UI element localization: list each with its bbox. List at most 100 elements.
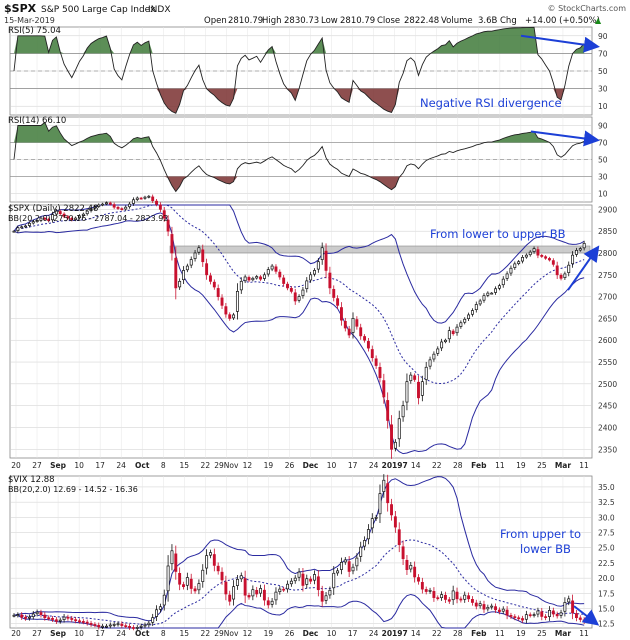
spx-candle-body	[536, 249, 540, 256]
spx-candle-body	[178, 280, 182, 288]
spx-candle-body	[128, 203, 132, 208]
spx-y-tick-label: 2450	[598, 402, 617, 411]
spx-candle-body	[89, 208, 93, 212]
vix-candle-body	[563, 602, 567, 612]
spx-candle-body	[521, 256, 524, 262]
spx-candle-body	[316, 261, 320, 270]
vix-x-x-tick-label: 22	[201, 629, 211, 638]
spx-y-tick-label: 2350	[598, 445, 617, 454]
spx-candle-body	[12, 230, 16, 233]
vix-candle-body	[286, 583, 289, 590]
vix-candle-body	[459, 598, 463, 601]
vix-y-tick-label: 27.5	[598, 529, 615, 538]
vix-candle-body	[544, 616, 548, 619]
price-x-x-tick-label: Dec	[303, 461, 319, 470]
vix-y-tick-label: 30.0	[598, 513, 615, 522]
vix-candle-body	[528, 614, 532, 617]
spx-candle-body	[174, 257, 178, 289]
spx-candle-body	[374, 358, 378, 366]
spx-candle-body	[455, 326, 459, 334]
vix-candle-body	[220, 571, 224, 581]
vix-candle-body	[339, 561, 343, 570]
spx-y-tick-label: 2800	[598, 249, 617, 258]
chart-name: S&P 500 Large Cap Index	[41, 5, 156, 15]
vix-x-x-tick-label: Oct	[135, 629, 150, 638]
vix-candle-body	[112, 624, 116, 626]
vix-candle-body	[278, 588, 282, 593]
rsi14-overbought-fill	[14, 122, 585, 143]
spx-legend-main: $SPX (Daily) 2822.48	[8, 204, 98, 214]
rsi5-y-tick-label: 90	[598, 32, 608, 41]
vix-candle-body	[428, 589, 432, 592]
vix-candle-body	[390, 504, 393, 516]
spx-candle-body	[205, 263, 209, 276]
rsi14-y-tick-label: 30	[598, 173, 608, 182]
vix-x-x-tick-label: 20	[11, 629, 21, 638]
vix-candle-body	[447, 599, 451, 602]
spx-candle-body	[78, 215, 81, 219]
rsi5-overbought-fill	[14, 27, 585, 54]
price-x-x-tick-label: 28	[453, 461, 463, 470]
vix-candle-body	[289, 580, 293, 585]
vix-x-x-tick-label: 15	[180, 629, 190, 638]
vix-candle-body	[555, 613, 559, 617]
vix-candle-body	[182, 584, 185, 588]
vix-y-tick-label: 15.0	[598, 605, 615, 614]
vix-candle-body	[81, 621, 85, 623]
price-x-x-tick-label: 17	[95, 461, 105, 470]
vix-candle-body	[139, 625, 143, 628]
vix-y-tick-label: 25.0	[598, 544, 615, 553]
high-label: High	[262, 16, 282, 26]
spx-candle-body	[35, 220, 39, 223]
vix-candle-body	[374, 516, 378, 519]
vix-candle-body	[151, 617, 155, 623]
price-x-x-tick-label: 22	[201, 461, 211, 470]
spx-candle-body	[347, 328, 351, 336]
spx-candle-body	[513, 263, 517, 268]
price-x-x-tick-label: 20	[11, 461, 21, 470]
price-x-x-tick-label: 10	[327, 461, 337, 470]
vix-candle-body	[47, 617, 51, 620]
spx-candle-body	[20, 226, 24, 229]
price-x-x-tick-label: 24	[116, 461, 126, 470]
price-x-x-tick-label: 14	[411, 461, 421, 470]
price-x-x-tick-label: 24	[369, 461, 379, 470]
price-x-x-tick-label: 19	[516, 461, 526, 470]
spx-candle-body	[131, 199, 135, 204]
spx-candle-body	[420, 381, 424, 396]
vix-candle-body	[366, 529, 370, 540]
spx-candle-body	[197, 247, 201, 253]
spx-candle-body	[428, 359, 432, 367]
spx-candle-body	[51, 214, 54, 221]
spx-candle-body	[305, 280, 309, 290]
vix-candle-body	[474, 602, 478, 607]
vix-candle-body	[39, 612, 43, 615]
chg-arrow-icon: ▲	[595, 16, 602, 25]
spx-candle-body	[220, 297, 224, 306]
spx-candle-body	[478, 300, 482, 305]
spx-candle-body	[286, 283, 289, 289]
spx-candle-body	[532, 248, 536, 252]
spx-candle-body	[158, 204, 162, 210]
vix-candle-body	[497, 609, 501, 612]
close-label: Close	[377, 16, 400, 26]
spx-candle-body	[185, 265, 189, 271]
spx-bb-upper	[13, 204, 585, 324]
vix-x-x-tick-label: 10	[327, 629, 337, 638]
spx-candle-body	[436, 348, 440, 354]
spx-candle-body	[262, 274, 266, 279]
vix-candle-body	[209, 552, 212, 556]
vix-x-x-tick-label: Dec	[303, 629, 319, 638]
spx-candle-body	[124, 206, 128, 210]
spx-candle-body	[232, 314, 236, 319]
spx-candle-body	[251, 277, 255, 281]
price-x-x-tick-label: 12	[243, 461, 253, 470]
vix-bb-arrow	[573, 605, 600, 626]
vix-candle-body	[420, 582, 424, 590]
spx-candle-body	[166, 219, 170, 232]
vix-candle-body	[20, 614, 24, 618]
vix-candle-body	[108, 624, 112, 627]
vix-candle-body	[494, 606, 497, 611]
price-x-x-tick-label: 19	[264, 461, 274, 470]
vix-candle-body	[486, 606, 490, 610]
